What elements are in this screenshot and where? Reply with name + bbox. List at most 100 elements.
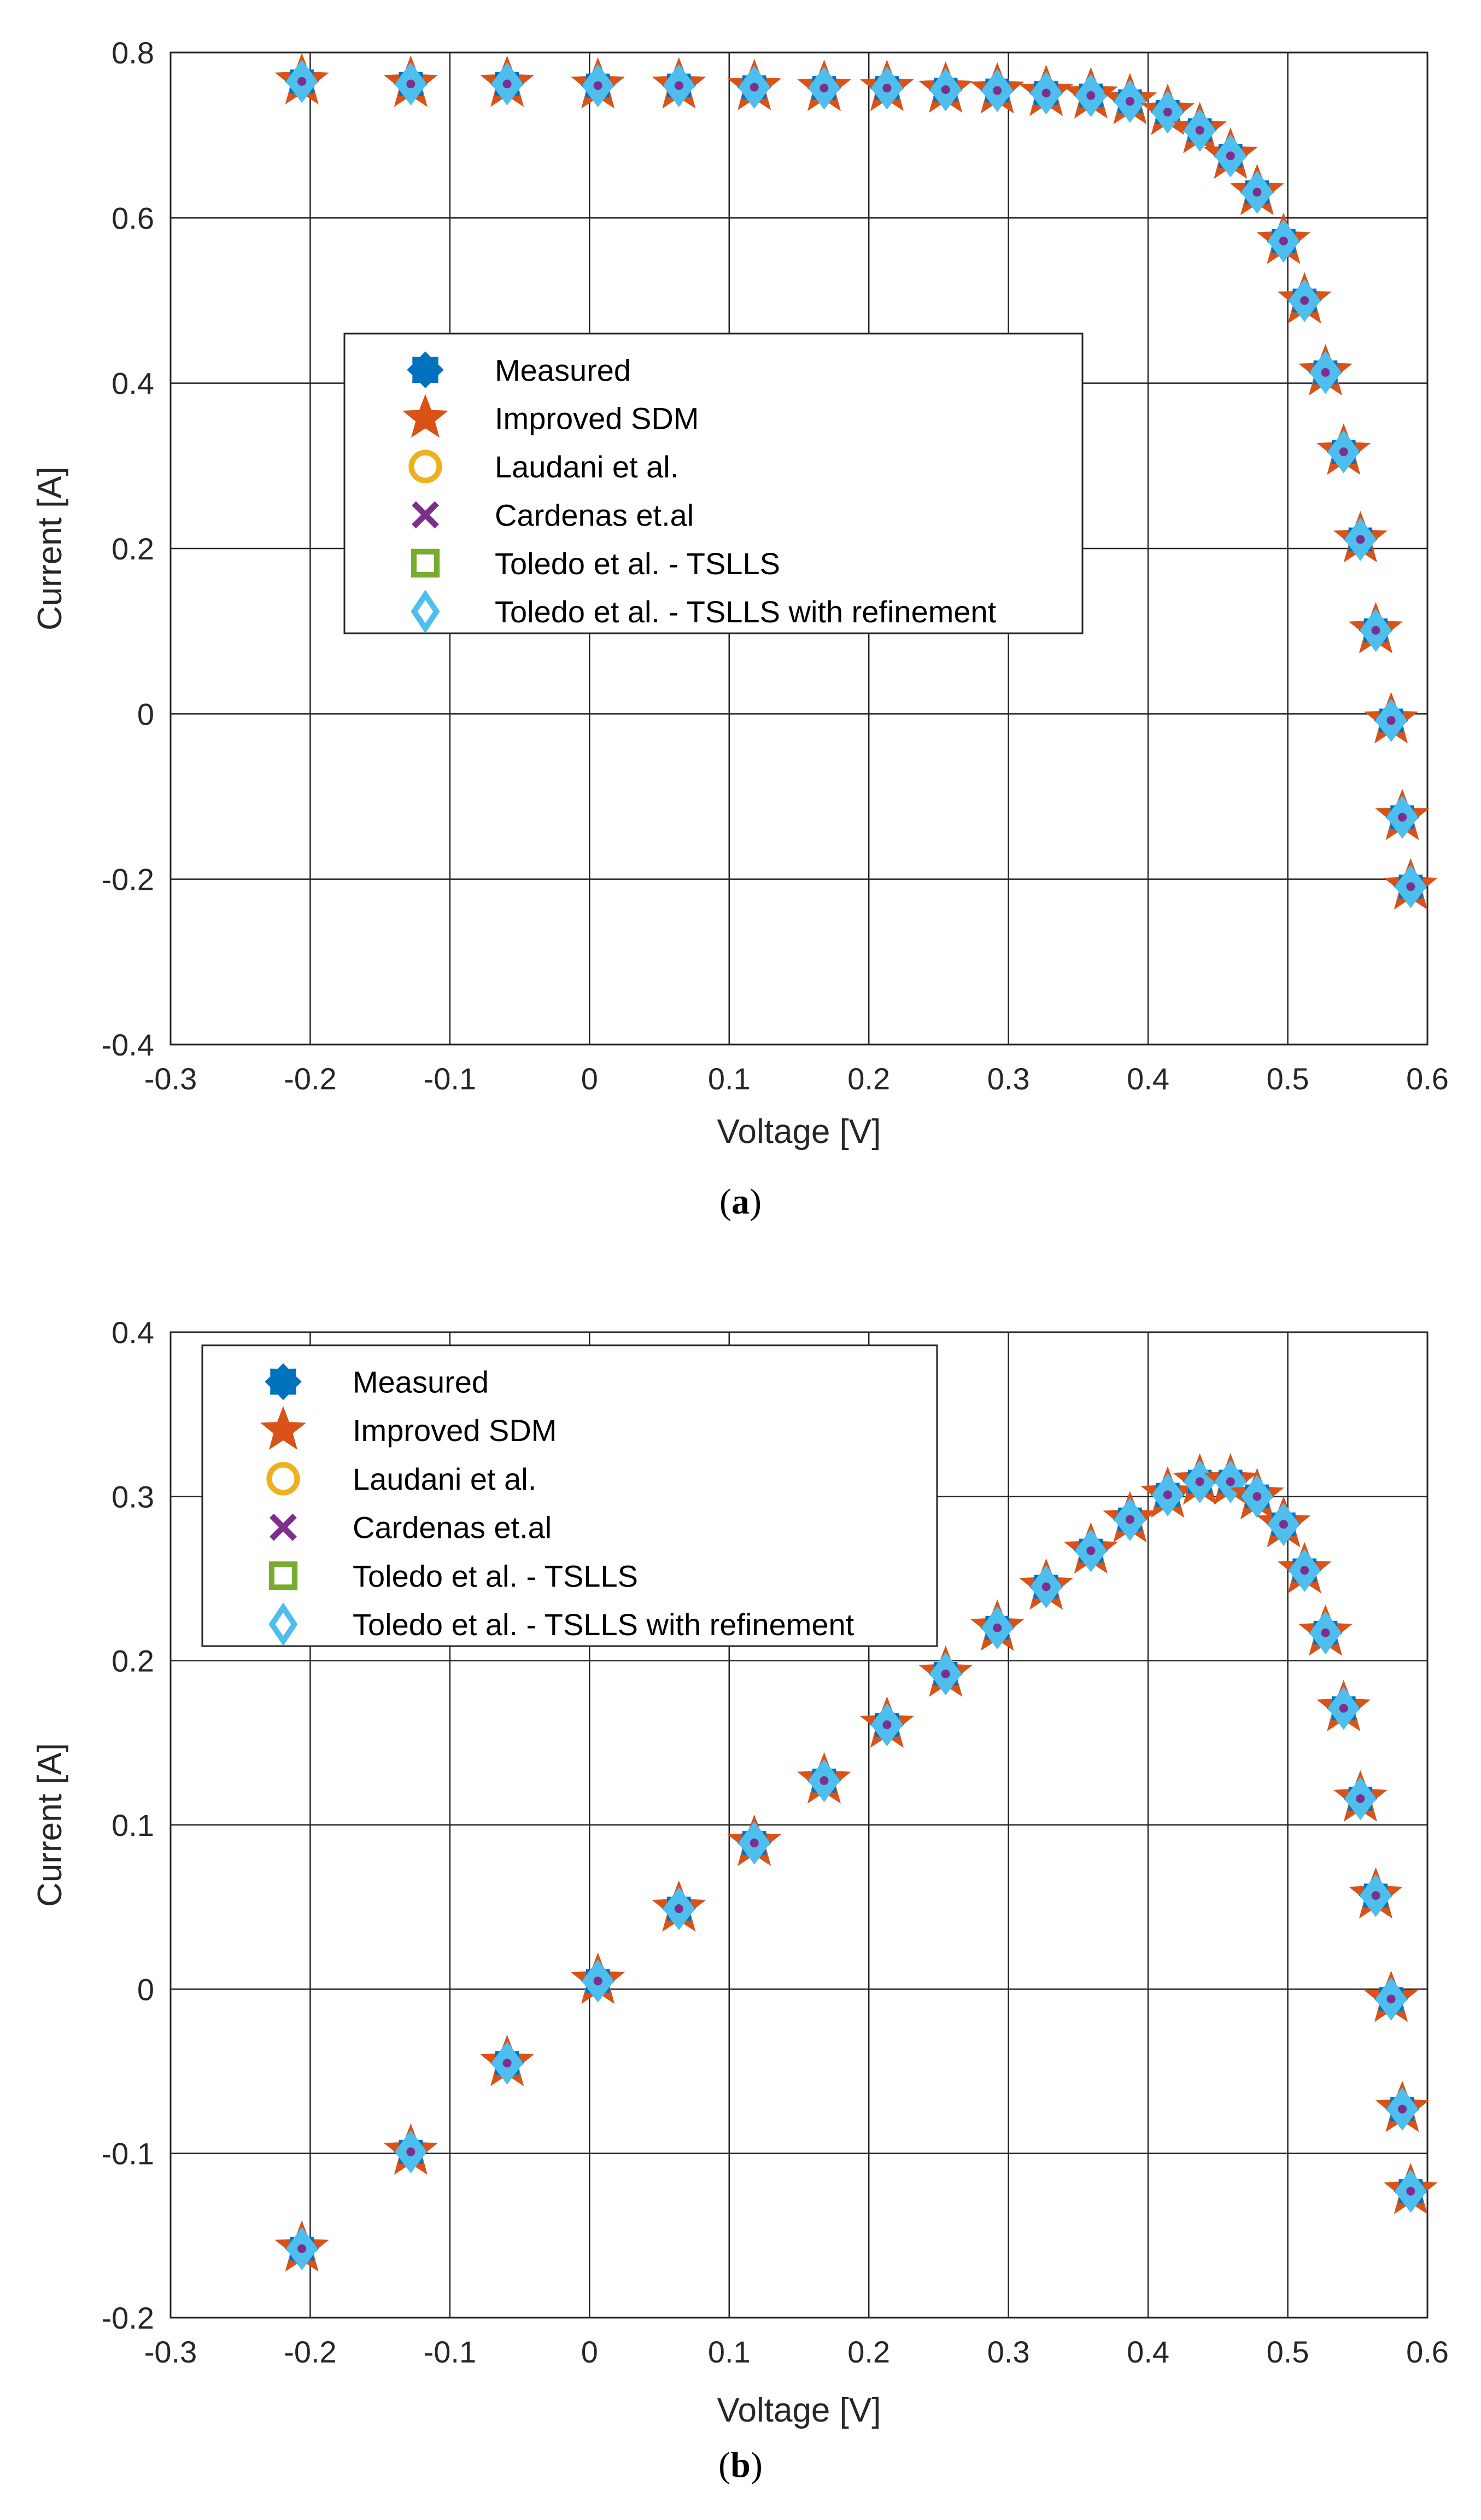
legend-entry: Measured bbox=[407, 351, 631, 389]
legend-marker-icon bbox=[411, 590, 440, 634]
cardenas-marker bbox=[1252, 188, 1262, 197]
data-point bbox=[1277, 1542, 1332, 1594]
cardenas-marker bbox=[1300, 1566, 1309, 1575]
y-tick-label: -0.2 bbox=[102, 2301, 155, 2335]
cardenas-marker bbox=[1163, 1490, 1172, 1500]
data-point bbox=[1103, 73, 1157, 125]
data-point bbox=[1203, 1453, 1258, 1505]
x-tick-label: 0.5 bbox=[1267, 1061, 1309, 1096]
legend-marker-icon bbox=[265, 1363, 302, 1401]
y-tick-label: 0 bbox=[137, 697, 154, 731]
data-point bbox=[918, 61, 973, 113]
legend-entry: Measured bbox=[265, 1363, 489, 1401]
data-point bbox=[797, 60, 851, 112]
x-tick-label: -0.1 bbox=[424, 2335, 477, 2369]
y-tick-label: 0.4 bbox=[112, 1315, 154, 1350]
y-tick-label: -0.1 bbox=[102, 2137, 155, 2171]
cardenas-marker bbox=[1279, 1520, 1288, 1529]
data-point bbox=[1316, 423, 1371, 475]
cardenas-marker bbox=[819, 84, 829, 93]
y-tick-label: -0.4 bbox=[102, 1028, 155, 1062]
legend: Measured Improved SDM Laudani et al. Carden… bbox=[343, 332, 1084, 634]
x-tick-label: 0.6 bbox=[1406, 1061, 1449, 1096]
data-point bbox=[1333, 1770, 1388, 1822]
x-tick-label: 0 bbox=[581, 1061, 598, 1096]
legend-entry: Toledo et al. - TSLLS with refinement bbox=[268, 1602, 854, 1646]
legend-entry: Toledo et al. - TSLLS with refinement bbox=[411, 590, 997, 634]
cardenas-marker bbox=[1252, 1492, 1262, 1501]
x-tick-label: -0.2 bbox=[284, 1061, 337, 1096]
panel-caption-a: (a) bbox=[719, 1182, 762, 1222]
data-point bbox=[383, 2123, 438, 2175]
x-tick-label: -0.2 bbox=[284, 2335, 337, 2369]
cardenas-marker bbox=[674, 1904, 683, 1914]
x-tick-label: -0.3 bbox=[144, 2335, 197, 2369]
data-point bbox=[1019, 65, 1074, 116]
x-axis-label: Voltage [V] bbox=[717, 2391, 881, 2429]
data-point bbox=[1375, 789, 1430, 841]
data-point bbox=[1364, 1970, 1418, 2022]
legend-marker-icon bbox=[268, 1561, 298, 1590]
legend-label: Laudani et al. bbox=[353, 1462, 536, 1496]
data-point bbox=[1375, 2080, 1430, 2132]
legend-marker-icon bbox=[412, 501, 439, 529]
legend-label: Improved SDM bbox=[495, 401, 699, 436]
data-point bbox=[1019, 1558, 1074, 1610]
legend-entry: Cardenas et.al bbox=[412, 498, 694, 532]
cardenas-marker bbox=[819, 1776, 829, 1785]
chart-panel-b: -0.3 -0.2 -0.1 0 0.1 0.2 0.3 0.4 0.5 0.6-0.2-0.10… bbox=[31, 1315, 1449, 2429]
y-tick-label: -0.2 bbox=[102, 862, 155, 897]
data-point bbox=[1349, 1867, 1403, 1919]
cardenas-marker bbox=[1163, 107, 1172, 116]
cardenas-marker bbox=[941, 1669, 950, 1678]
legend-label: Toledo et al. - TSLLS with refinement bbox=[495, 594, 997, 629]
legend-marker-icon bbox=[402, 394, 448, 438]
cardenas-marker bbox=[406, 2147, 415, 2156]
legend-marker-icon bbox=[268, 1602, 298, 1646]
cardenas-marker bbox=[297, 2244, 307, 2253]
cardenas-marker bbox=[1125, 97, 1134, 106]
x-tick-label: 0.1 bbox=[708, 2335, 751, 2369]
x-tick-label: -0.1 bbox=[424, 1061, 477, 1096]
chart-panel-a: -0.3 -0.2 -0.1 0 0.1 0.2 0.3 0.4 0.5 0.6 -0.4 -0.2 0… bbox=[31, 36, 1449, 1151]
cardenas-marker bbox=[502, 2058, 512, 2068]
data-point bbox=[970, 1599, 1025, 1651]
y-tick-label: 0.2 bbox=[112, 532, 154, 566]
legend-entry: Improved SDM bbox=[402, 394, 699, 438]
data-point bbox=[1230, 164, 1284, 215]
cardenas-marker bbox=[1406, 2186, 1415, 2196]
x-tick-label: 0.6 bbox=[1406, 2335, 1449, 2369]
data-point bbox=[652, 1880, 706, 1932]
data-point bbox=[727, 1815, 782, 1866]
cardenas-marker bbox=[1321, 1628, 1330, 1637]
y-tick-label: 0.8 bbox=[112, 36, 154, 70]
cardenas-marker bbox=[297, 77, 307, 86]
data-point bbox=[1173, 102, 1227, 154]
data-point bbox=[652, 57, 706, 109]
cardenas-marker bbox=[1226, 1477, 1235, 1486]
cardenas-marker bbox=[1195, 126, 1204, 135]
legend: Measured Improved SDM Laudani et al. Carden… bbox=[201, 1344, 938, 1647]
legend-label: Laudani et al. bbox=[495, 450, 678, 484]
legend-marker-icon bbox=[270, 1513, 297, 1541]
data-point bbox=[1383, 2162, 1438, 2214]
cardenas-marker bbox=[1321, 368, 1330, 377]
y-tick-label: 0 bbox=[137, 1972, 154, 2006]
panel-caption-b: (b) bbox=[718, 2445, 763, 2485]
legend-label: Cardenas et.al bbox=[353, 1510, 552, 1545]
cardenas-marker bbox=[1226, 151, 1235, 160]
data-point bbox=[1230, 1468, 1284, 1520]
cardenas-marker bbox=[593, 1976, 602, 1986]
cardenas-marker bbox=[593, 81, 602, 90]
x-tick-label: 0.4 bbox=[1127, 2335, 1169, 2369]
data-point bbox=[1298, 344, 1353, 396]
x-tick-label: 0.2 bbox=[847, 2335, 890, 2369]
data-point bbox=[383, 55, 438, 107]
cardenas-marker bbox=[1195, 1477, 1204, 1486]
data-point bbox=[480, 2034, 535, 2086]
data-point bbox=[970, 62, 1025, 114]
cardenas-marker bbox=[1041, 1582, 1051, 1591]
x-tick-label: 0.2 bbox=[847, 1061, 890, 1096]
data-point bbox=[1383, 858, 1438, 910]
